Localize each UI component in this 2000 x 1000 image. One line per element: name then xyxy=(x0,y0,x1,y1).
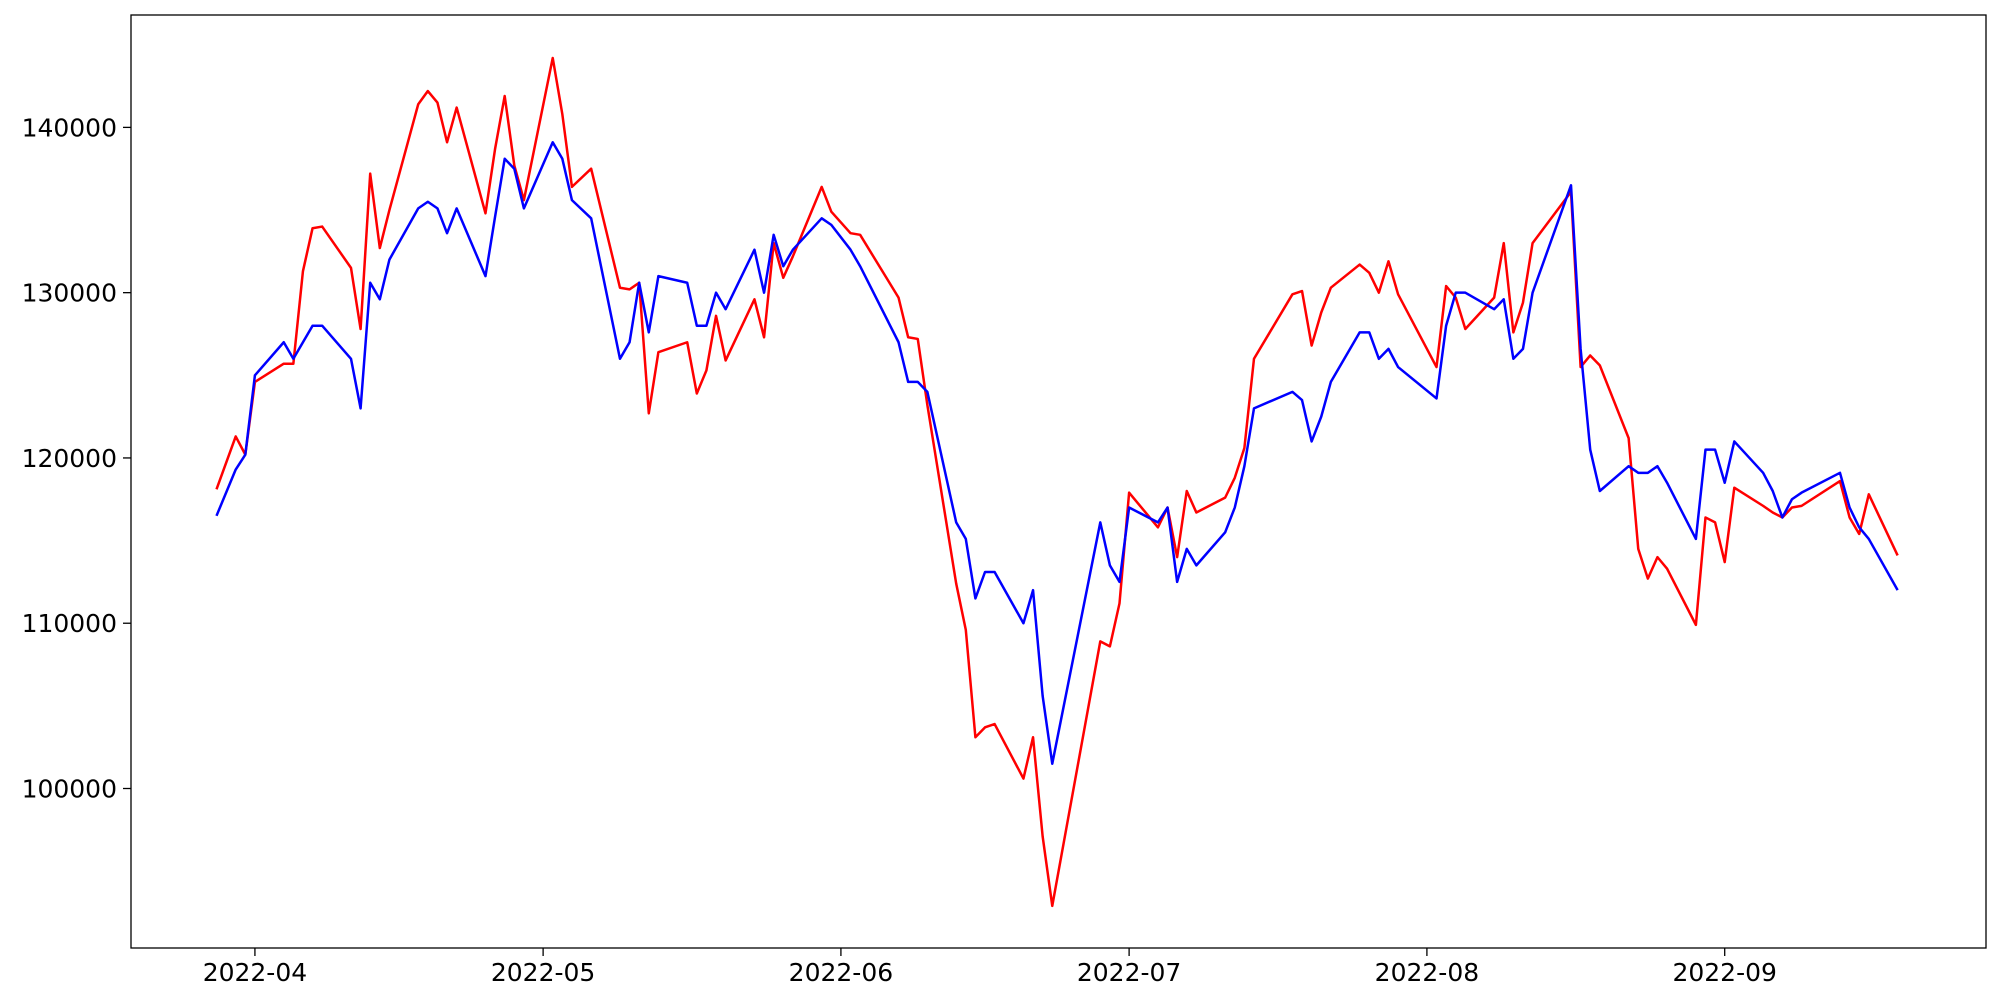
y-tick-label: 120000 xyxy=(22,444,117,473)
x-tick-label: 2022-07 xyxy=(1077,958,1181,987)
series-line xyxy=(215,56,1899,908)
y-tick-label: 140000 xyxy=(22,113,117,142)
x-tick-label: 2022-04 xyxy=(203,958,307,987)
y-tick-label: 100000 xyxy=(22,775,117,804)
y-tick-label: 130000 xyxy=(22,279,117,308)
x-tick-label: 2022-09 xyxy=(1672,958,1776,987)
x-tick-label: 2022-05 xyxy=(491,958,595,987)
x-tick-label: 2022-08 xyxy=(1375,958,1479,987)
x-tick-label: 2022-06 xyxy=(789,958,893,987)
y-tick-label: 110000 xyxy=(22,609,117,638)
plot-frame xyxy=(130,14,1987,949)
series-line xyxy=(215,141,1899,765)
